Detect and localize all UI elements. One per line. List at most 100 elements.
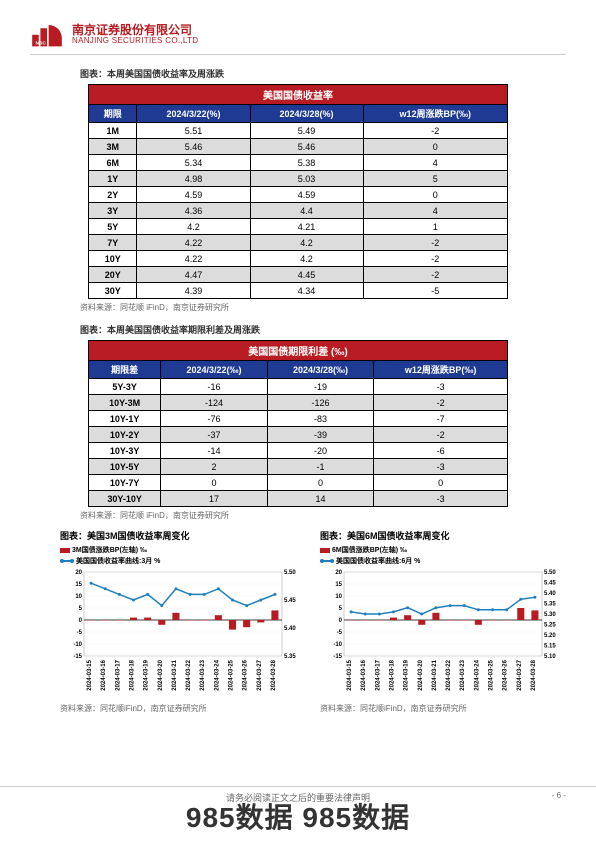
table-cell: -2 <box>363 267 507 283</box>
table-cell: 4.59 <box>137 187 250 203</box>
svg-text:5: 5 <box>79 606 83 612</box>
table-row: 10Y-2Y-37-39-2 <box>89 427 508 443</box>
table-cell: -39 <box>267 427 373 443</box>
company-name-en: NANJING SECURITIES CO.,LTD <box>72 36 198 45</box>
chart-3m-legend-line: 美国国债收益率曲线:3月 % <box>76 557 160 566</box>
table-cell: 17 <box>161 491 267 507</box>
table-cell: 3Y <box>89 203 137 219</box>
svg-text:2024-03-22: 2024-03-22 <box>446 659 452 690</box>
table-cell: -83 <box>267 411 373 427</box>
col-header: w12周涨跌BP(‰) <box>363 105 507 123</box>
table-cell: -2 <box>363 251 507 267</box>
table-cell: 0 <box>374 475 508 491</box>
table-cell: 1M <box>89 123 137 139</box>
svg-text:5.50: 5.50 <box>544 570 556 576</box>
table1-source: 资料来源：同花顺 iFinD，南京证券研究所 <box>80 302 566 313</box>
svg-text:20: 20 <box>75 570 82 576</box>
table-cell: 30Y <box>89 283 137 299</box>
svg-text:5: 5 <box>339 606 343 612</box>
svg-text:5.40: 5.40 <box>544 591 556 597</box>
table-cell: -37 <box>161 427 267 443</box>
svg-text:2024-03-25: 2024-03-25 <box>229 659 235 690</box>
table-cell: 4.39 <box>137 283 250 299</box>
table-cell: -7 <box>374 411 508 427</box>
table-cell: 6M <box>89 155 137 171</box>
table-cell: 2Y <box>89 187 137 203</box>
table-cell: 4.4 <box>250 203 363 219</box>
table-row: 3Y4.364.44 <box>89 203 508 219</box>
col-header: 期限差 <box>89 361 161 379</box>
svg-text:2024-03-28: 2024-03-28 <box>271 659 277 690</box>
svg-text:10: 10 <box>75 594 82 600</box>
table1-title: 图表：本周美国国债收益率及周涨跌 <box>80 67 566 80</box>
table-cell: 4.47 <box>137 267 250 283</box>
table-cell: -3 <box>374 491 508 507</box>
table-cell: 10Y-7Y <box>89 475 161 491</box>
yield-table: 美国国债收益率 期限2024/3/22(%)2024/3/28(%)w12周涨跌… <box>88 84 508 299</box>
chart-6m-title: 图表：美国6M国债收益率周变化 <box>320 529 570 542</box>
chart-3m-title: 图表：美国3M国债收益率周变化 <box>60 529 310 542</box>
svg-text:2024-03-27: 2024-03-27 <box>517 659 523 690</box>
svg-text:-15: -15 <box>333 654 342 660</box>
svg-text:15: 15 <box>75 582 82 588</box>
svg-text:2024-03-23: 2024-03-23 <box>200 659 206 690</box>
table-cell: -16 <box>161 379 267 395</box>
table-cell: 2 <box>161 459 267 475</box>
col-header: 2024/3/28(%) <box>250 105 363 123</box>
svg-text:2024-03-25: 2024-03-25 <box>489 659 495 690</box>
svg-text:2024-03-26: 2024-03-26 <box>503 659 509 690</box>
table-cell: 4.22 <box>137 251 250 267</box>
table-cell: 10Y-1Y <box>89 411 161 427</box>
svg-text:5.35: 5.35 <box>544 601 556 607</box>
table-cell: 4.34 <box>250 283 363 299</box>
table-cell: -19 <box>267 379 373 395</box>
col-header: 2024/3/22(%) <box>137 105 250 123</box>
svg-text:5.45: 5.45 <box>284 598 296 604</box>
table-cell: 4.2 <box>250 235 363 251</box>
table-cell: -124 <box>161 395 267 411</box>
table-cell: 20Y <box>89 267 137 283</box>
table-cell: 10Y-3Y <box>89 443 161 459</box>
svg-text:5.10: 5.10 <box>544 654 556 660</box>
company-name-cn: 南京证券股份有限公司 <box>72 24 198 36</box>
table-cell: 4.36 <box>137 203 250 219</box>
svg-text:2024-03-27: 2024-03-27 <box>257 659 263 690</box>
table-cell: 1Y <box>89 171 137 187</box>
watermark: 985数据 985数据 <box>0 796 596 836</box>
table-cell: 4.98 <box>137 171 250 187</box>
table-cell: -5 <box>363 283 507 299</box>
table-row: 3M5.465.460 <box>89 139 508 155</box>
table-cell: 5.49 <box>250 123 363 139</box>
line-swatch-icon <box>60 560 74 562</box>
table-cell: 4 <box>363 155 507 171</box>
table-cell: 4.45 <box>250 267 363 283</box>
chart-3m-legend-bar: 3M国债涨跌BP(左轴) ‰ <box>72 546 147 555</box>
svg-text:-5: -5 <box>77 630 83 636</box>
table-row: 6M5.345.384 <box>89 155 508 171</box>
chart-3m: 图表：美国3M国债收益率周变化 3M国债涨跌BP(左轴) ‰ 美国国债收益率曲线… <box>60 529 310 722</box>
chart-6m-svg: -15-10-5051015205.105.155.205.255.305.35… <box>320 568 570 698</box>
table-cell: 7Y <box>89 235 137 251</box>
table-cell: 5Y <box>89 219 137 235</box>
table2-source: 资料来源：同花顺 iFinD，南京证券研究所 <box>80 510 566 521</box>
svg-text:0: 0 <box>79 618 83 624</box>
table-row: 1M5.515.49-2 <box>89 123 508 139</box>
svg-text:2024-03-26: 2024-03-26 <box>243 659 249 690</box>
svg-text:5.15: 5.15 <box>544 643 556 649</box>
table-cell: -3 <box>374 459 508 475</box>
svg-text:2024-03-18: 2024-03-18 <box>130 659 136 690</box>
chart-6m-legend-bar: 6M国债涨跌BP(左轴) ‰ <box>332 546 407 555</box>
table-cell: -2 <box>374 427 508 443</box>
table-cell: 4.22 <box>137 235 250 251</box>
table-row: 10Y4.224.2-2 <box>89 251 508 267</box>
chart-3m-svg: -15-10-5051015205.355.405.455.502024-03-… <box>60 568 310 698</box>
svg-text:20: 20 <box>335 570 342 576</box>
table-cell: -2 <box>374 395 508 411</box>
line-swatch-icon <box>320 560 334 562</box>
col-header: 2024/3/22(‰) <box>161 361 267 379</box>
svg-text:5.35: 5.35 <box>284 654 296 660</box>
chart-3m-source: 资料来源：同花顺iFinD，南京证券研究所 <box>60 703 310 714</box>
chart-6m-legend-line: 美国国债收益率曲线:6月 % <box>336 557 420 566</box>
svg-text:15: 15 <box>335 582 342 588</box>
table-cell: -76 <box>161 411 267 427</box>
